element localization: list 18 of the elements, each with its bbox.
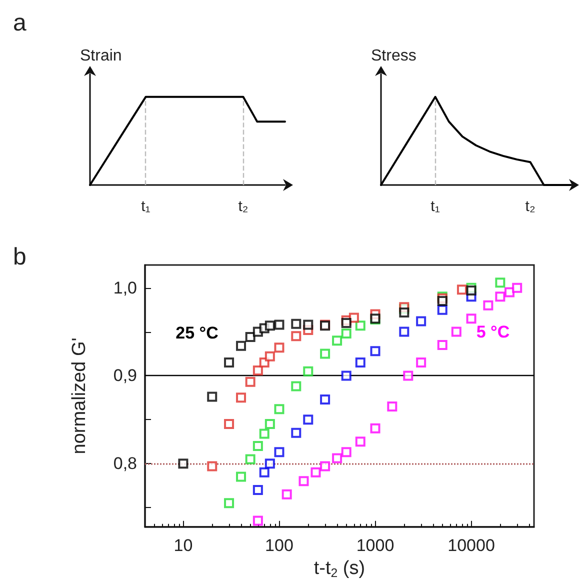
annotation: 5 °C bbox=[476, 322, 510, 342]
x-tick-label: t₁ bbox=[141, 198, 150, 215]
x-tick-label: 10 bbox=[174, 536, 193, 555]
y-tick-label: 0,9 bbox=[113, 366, 137, 386]
annotation: 25 °C bbox=[176, 324, 218, 342]
y-tick-label: 1,0 bbox=[113, 278, 137, 298]
y-tick-label: 0,8 bbox=[113, 454, 137, 474]
chart-title: b bbox=[13, 244, 26, 270]
y-axis-title: Strain bbox=[80, 48, 122, 64]
x-tick-label: t₂ bbox=[525, 198, 536, 215]
chart-title: a bbox=[13, 10, 27, 36]
x-tick-label: t₁ bbox=[430, 198, 440, 215]
x-tick-label: 100 bbox=[265, 536, 294, 555]
x-tick-label: 10000 bbox=[448, 536, 495, 555]
x-tick-label: 1000 bbox=[356, 536, 394, 555]
y-axis-title: normalized G' bbox=[69, 338, 90, 454]
y-axis-title: Stress bbox=[371, 48, 416, 64]
x-tick-label: t₂ bbox=[238, 198, 248, 215]
